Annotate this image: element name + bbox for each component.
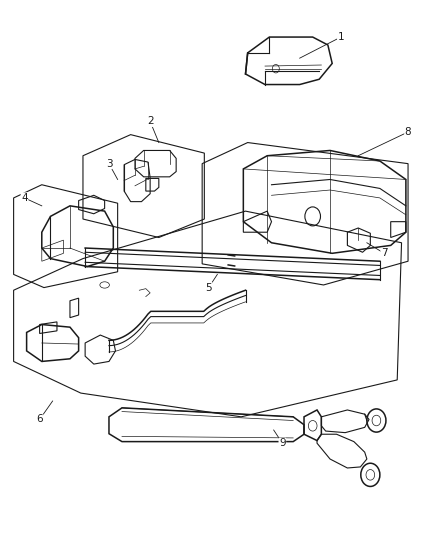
Text: 1: 1: [337, 32, 343, 42]
Text: 5: 5: [205, 282, 212, 293]
Text: 6: 6: [36, 415, 43, 424]
Text: 7: 7: [380, 248, 387, 259]
Text: 4: 4: [21, 193, 28, 203]
Text: 3: 3: [106, 159, 112, 168]
Text: 8: 8: [404, 127, 410, 137]
Text: 2: 2: [146, 116, 153, 126]
Text: 9: 9: [279, 438, 285, 448]
